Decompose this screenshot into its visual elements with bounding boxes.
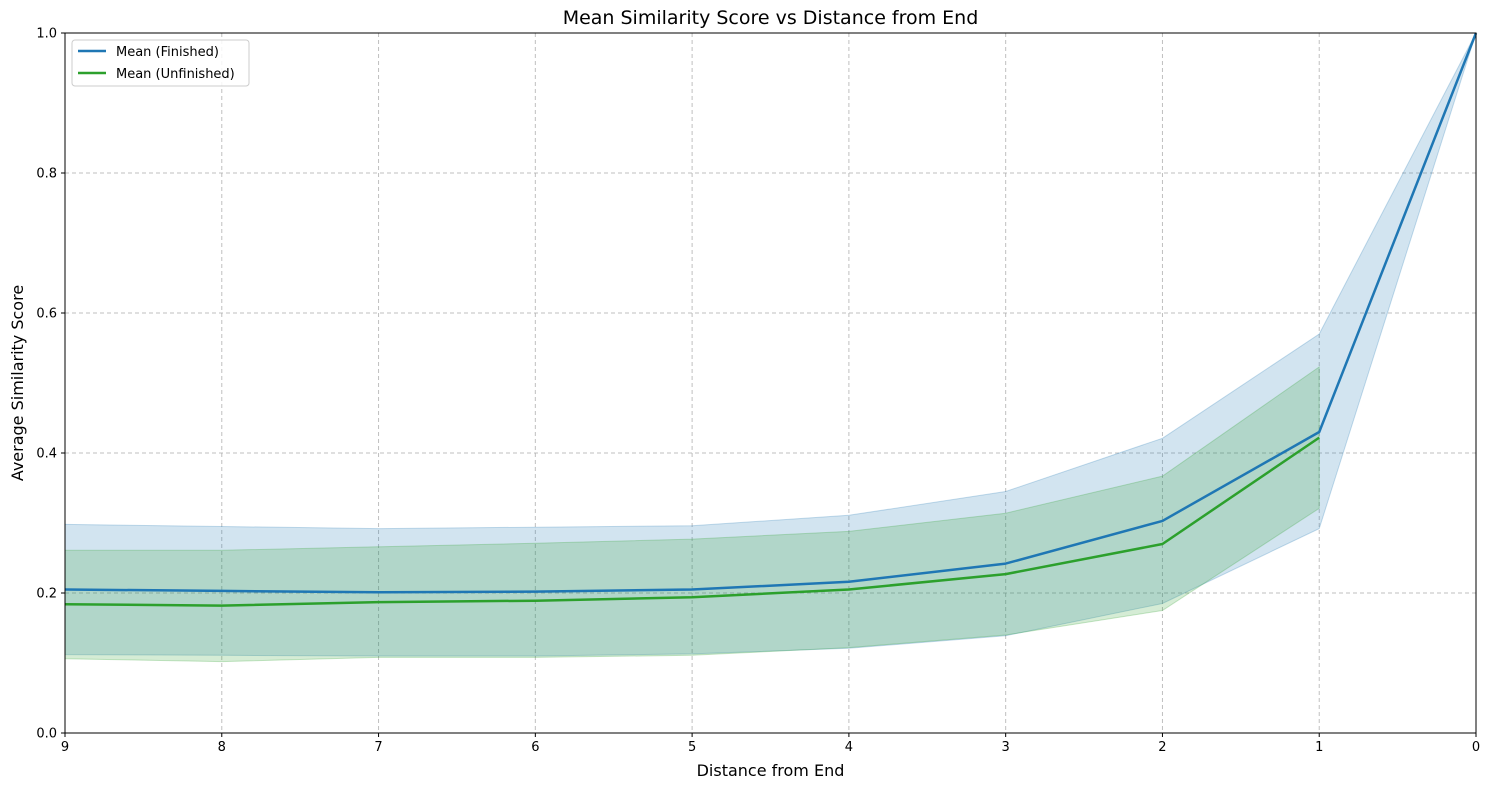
x-tick-label: 7 [374, 740, 382, 755]
x-tick-label: 1 [1315, 740, 1323, 755]
y-tick-label: 0.2 [36, 587, 57, 602]
x-tick-label: 4 [845, 740, 853, 755]
y-axis-label: Average Similarity Score [8, 285, 27, 481]
x-tick-label: 8 [218, 740, 226, 755]
x-tick-label: 9 [61, 740, 69, 755]
axis-ticks: 9 8 7 6 5 4 3 2 1 0 0.0 0.2 0.4 0.6 0.8 1.0 [36, 27, 1480, 756]
band-finished [64, 32, 1477, 657]
series-line-unfinished [64, 436, 1320, 607]
x-tick-label: 0 [1472, 740, 1480, 755]
y-tick-label: 0.6 [36, 307, 57, 322]
y-tick-label: 1.0 [36, 27, 57, 42]
legend-box [71, 39, 250, 87]
x-tick-label: 6 [531, 740, 539, 755]
chart-title: Mean Similarity Score vs Distance from E… [563, 7, 979, 29]
confidence-bands [64, 32, 1477, 663]
plot-frame [64, 32, 1477, 734]
band-unfinished [64, 365, 1320, 663]
series-lines [64, 32, 1478, 607]
legend-label-finished: Mean (Finished) [116, 45, 219, 60]
y-tick-label: 0.0 [36, 727, 57, 742]
x-axis-label: Distance from End [697, 761, 845, 780]
y-tick-label: 0.4 [36, 447, 57, 462]
y-tick-label: 0.8 [36, 167, 57, 182]
legend: Mean (Finished) Mean (Unfinished) [71, 39, 250, 87]
x-tick-label: 2 [1158, 740, 1166, 755]
x-tick-label: 5 [688, 740, 696, 755]
legend-label-unfinished: Mean (Unfinished) [116, 67, 235, 82]
x-tick-label: 3 [1002, 740, 1010, 755]
series-line-finished [64, 32, 1478, 594]
